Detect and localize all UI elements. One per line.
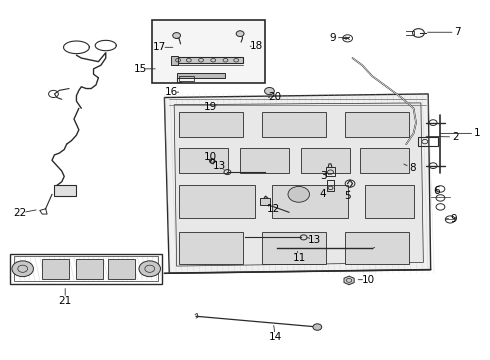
Bar <box>179 185 255 218</box>
Bar <box>418 137 438 146</box>
Polygon shape <box>164 94 431 273</box>
Bar <box>262 112 326 137</box>
Text: 8: 8 <box>409 163 416 173</box>
Text: 17: 17 <box>153 42 166 52</box>
Text: 4: 4 <box>320 189 326 199</box>
Bar <box>171 56 178 64</box>
Bar <box>152 21 265 83</box>
Bar <box>10 253 162 284</box>
Bar <box>272 185 347 218</box>
Circle shape <box>172 33 180 39</box>
Bar <box>54 185 76 196</box>
Text: 9: 9 <box>451 214 458 224</box>
Bar <box>365 185 414 218</box>
Text: 1: 1 <box>474 129 480 138</box>
Text: 12: 12 <box>267 204 280 215</box>
Circle shape <box>12 261 33 276</box>
Circle shape <box>236 31 244 37</box>
Bar <box>176 73 225 78</box>
Text: 3: 3 <box>320 171 326 181</box>
Text: 14: 14 <box>269 332 282 342</box>
Bar <box>326 167 335 176</box>
Text: 20: 20 <box>269 92 282 102</box>
Bar <box>179 112 243 137</box>
Text: 2: 2 <box>452 132 459 142</box>
Bar <box>108 259 135 279</box>
Bar <box>179 232 243 264</box>
Bar <box>42 259 69 279</box>
Bar <box>345 232 409 264</box>
Text: 7: 7 <box>454 27 461 37</box>
Text: 10: 10 <box>362 275 375 285</box>
Polygon shape <box>344 276 354 285</box>
Bar <box>179 76 194 81</box>
Bar <box>174 57 243 63</box>
Circle shape <box>139 261 160 276</box>
Text: 5: 5 <box>344 191 351 201</box>
Bar <box>260 198 270 205</box>
Text: 16: 16 <box>165 87 178 97</box>
Bar <box>360 148 409 173</box>
Bar <box>301 148 350 173</box>
Text: 13: 13 <box>308 235 321 245</box>
Circle shape <box>313 324 322 330</box>
Bar <box>179 148 228 173</box>
Text: 13: 13 <box>213 161 226 171</box>
Bar <box>14 256 158 281</box>
Text: 11: 11 <box>293 253 306 263</box>
Bar <box>327 180 334 191</box>
Text: 22: 22 <box>14 208 27 218</box>
Text: 10: 10 <box>204 152 218 162</box>
Text: 21: 21 <box>59 296 72 306</box>
Text: 19: 19 <box>204 102 218 112</box>
Text: 15: 15 <box>133 64 147 74</box>
Circle shape <box>288 186 310 202</box>
Bar <box>262 232 326 264</box>
Bar <box>345 112 409 137</box>
Text: 6: 6 <box>434 186 441 196</box>
Polygon shape <box>174 103 423 266</box>
Circle shape <box>265 87 274 95</box>
Bar <box>76 259 103 279</box>
Text: 18: 18 <box>250 41 263 50</box>
Bar <box>240 148 289 173</box>
Text: 9: 9 <box>330 33 336 42</box>
